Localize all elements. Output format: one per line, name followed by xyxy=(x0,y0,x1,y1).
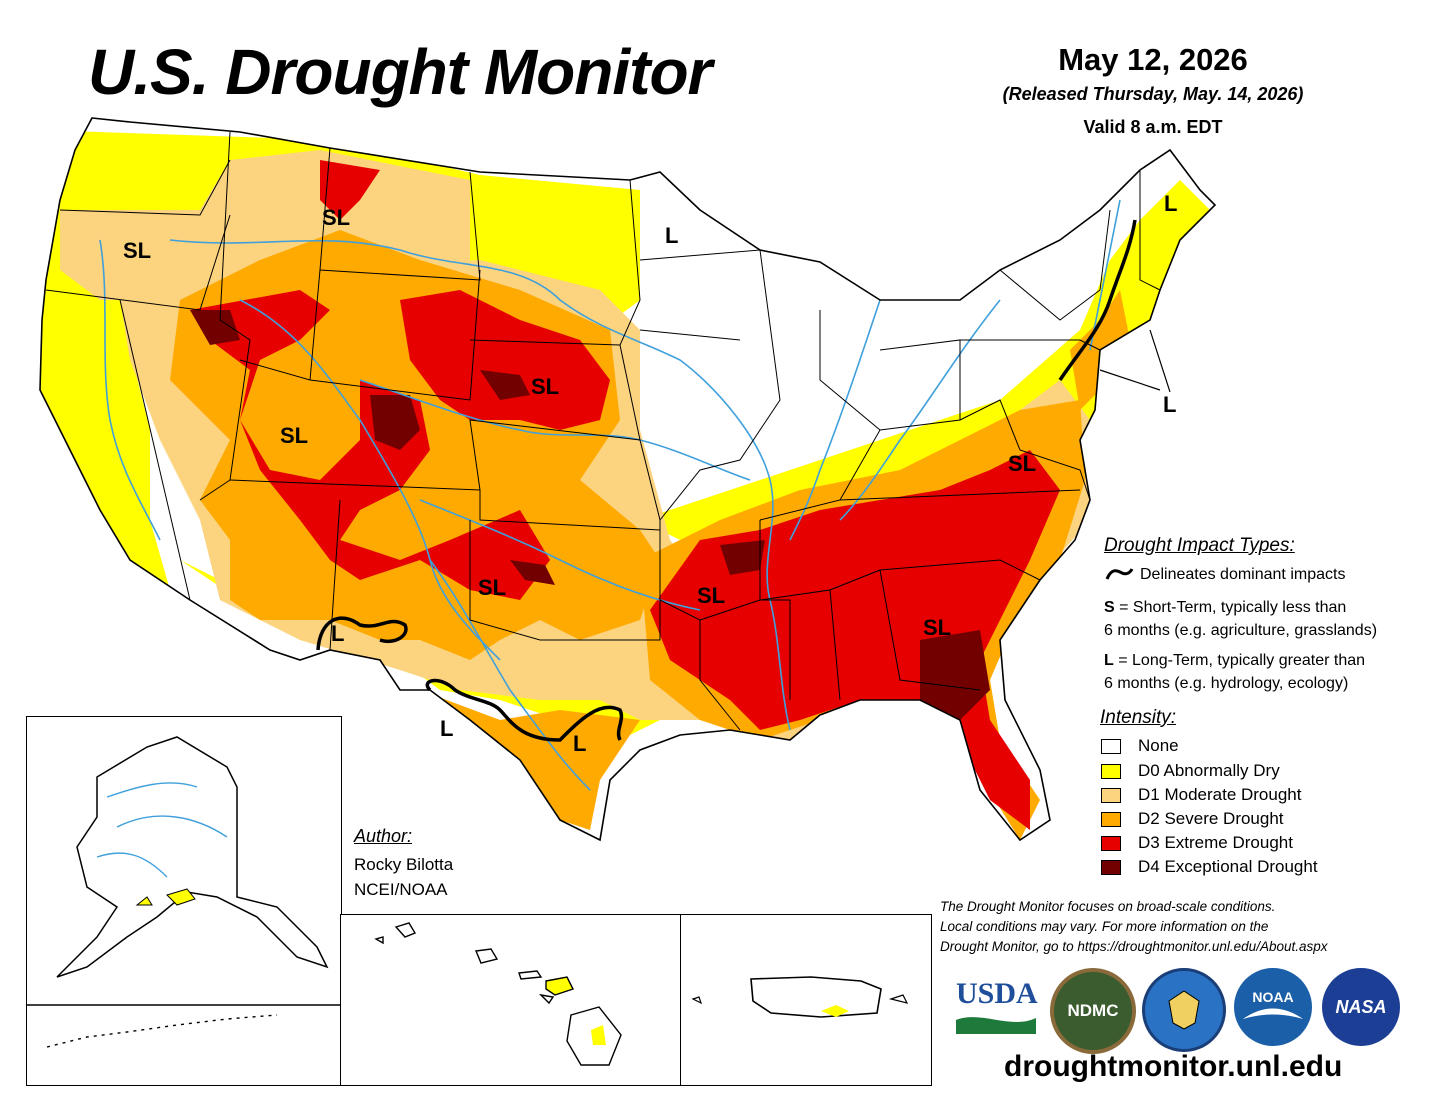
d3-montana xyxy=(320,160,380,220)
usda-wave xyxy=(956,1017,1036,1034)
legend-swatch-d3 xyxy=(1101,835,1121,851)
usda-logo: USDA xyxy=(956,977,1038,1036)
impact-label-oregon: SL xyxy=(123,238,151,263)
release-date: (Released Thursday, May. 14, 2026) xyxy=(1002,84,1304,104)
map-date: May 12, 2026 xyxy=(1058,42,1248,77)
long-term-text: = Long-Term, typically greater than xyxy=(1118,652,1366,669)
commerce-logo xyxy=(1142,968,1226,1052)
legend-d0: D0 Abnormally Dry xyxy=(1101,761,1280,780)
d4-nebraska xyxy=(480,370,530,400)
impact-pointer-lines xyxy=(1099,329,1171,393)
long-term-row: L = Long-Term, typically greater than 6 … xyxy=(1104,649,1434,695)
disclaimer-line-3[interactable]: Drought Monitor, go to https://droughtmo… xyxy=(940,939,1328,954)
legend-d1: D1 Moderate Drought xyxy=(1101,785,1302,804)
impact-line-icon xyxy=(1105,568,1134,580)
short-term-key: S xyxy=(1104,599,1115,616)
legend-d2: D2 Severe Drought xyxy=(1101,809,1284,828)
long-term-key: L xyxy=(1104,652,1114,669)
nasa-logo: NASA xyxy=(1322,968,1400,1046)
legend-swatch-d1 xyxy=(1101,787,1121,803)
legend-swatch-d2 xyxy=(1101,811,1121,827)
legend-label-d0: D0 Abnormally Dry xyxy=(1138,761,1280,780)
author-heading: Author: xyxy=(354,826,413,846)
legend-label-none: None xyxy=(1138,736,1179,755)
impact-line-text: Delineates dominant impacts xyxy=(1140,566,1346,583)
map-title: U.S. Drought Monitor xyxy=(88,36,712,108)
disclaimer-line-2: Local conditions may vary. For more info… xyxy=(940,919,1269,934)
short-term-text-2: 6 months (e.g. agriculture, grasslands) xyxy=(1104,622,1378,639)
impact-labels: SL SL SL SL SL SL SL SL L L L L L L xyxy=(123,191,1177,756)
website-link[interactable]: droughtmonitor.unl.edu xyxy=(1004,1050,1343,1083)
impact-delineation-lines xyxy=(316,219,1137,742)
nasa-logo-text: NASA xyxy=(1335,996,1387,1017)
short-term-text: = Short-Term, typically less than xyxy=(1119,599,1347,616)
impact-label-georgia: SL xyxy=(923,615,951,640)
impact-types-heading: Drought Impact Types: xyxy=(1104,535,1295,556)
impact-label-utah: SL xyxy=(280,423,308,448)
ndmc-logo: NDMC xyxy=(1050,968,1136,1054)
intensity-heading: Intensity: xyxy=(1100,707,1177,728)
valid-time: Valid 8 a.m. EDT xyxy=(1083,117,1223,137)
legend-d3: D3 Extreme Drought xyxy=(1101,833,1293,852)
short-term-row: S = Short-Term, typically less than 6 mo… xyxy=(1104,596,1434,642)
impact-label-virginia: SL xyxy=(1008,451,1036,476)
d3-rockies xyxy=(190,290,550,600)
disclaimer-line-1: The Drought Monitor focuses on broad-sca… xyxy=(940,899,1276,914)
state-borders xyxy=(39,117,1217,842)
ndmc-logo-text: NDMC xyxy=(1067,1001,1119,1020)
alaska-map xyxy=(27,736,340,1048)
puerto-rico-inset xyxy=(680,914,932,1086)
legend-swatch-d0 xyxy=(1101,763,1121,779)
impact-label-nebraska: SL xyxy=(531,374,559,399)
author-org: NCEI/NOAA xyxy=(354,880,448,899)
eagle-shield-icon xyxy=(1168,990,1200,1030)
legend-label-d4: D4 Exceptional Drought xyxy=(1138,857,1318,876)
impact-label-maine: L xyxy=(1164,191,1177,216)
long-term-text-2: 6 months (e.g. hydrology, ecology) xyxy=(1104,675,1349,692)
impact-label-west-texas: L xyxy=(440,716,453,741)
impact-label-arkansas: SL xyxy=(697,583,725,608)
hawaii-inset xyxy=(340,914,682,1086)
d4-arkansas xyxy=(720,540,765,575)
impact-label-minnesota: L xyxy=(665,223,678,248)
d3-plains xyxy=(400,290,610,430)
legend-swatch-none xyxy=(1101,738,1121,754)
impact-label-oklahoma: SL xyxy=(478,575,506,600)
puerto-rico-map xyxy=(691,976,909,1018)
noaa-logo: NOAA xyxy=(1234,968,1312,1046)
impact-line-row: Delineates dominant impacts xyxy=(1104,563,1434,586)
noaa-gull-icon xyxy=(1243,1008,1303,1019)
legend-swatch-d4 xyxy=(1101,859,1121,875)
impact-label-northeast: L xyxy=(1163,392,1176,417)
legend-label-d3: D3 Extreme Drought xyxy=(1138,833,1293,852)
impact-label-montana: SL xyxy=(322,205,350,230)
d4-idaho xyxy=(190,310,240,345)
alaska-inset xyxy=(26,716,342,1086)
author-name: Rocky Bilotta xyxy=(354,855,454,874)
d4-colorado xyxy=(370,395,420,450)
d4-georgia xyxy=(920,630,990,720)
usda-logo-text: USDA xyxy=(956,977,1038,1010)
legend-label-d1: D1 Moderate Drought xyxy=(1138,785,1302,804)
d4-oklahoma xyxy=(510,560,555,585)
legend-label-d2: D2 Severe Drought xyxy=(1138,809,1284,828)
impact-label-south-texas: L xyxy=(573,731,586,756)
hawaii-map xyxy=(374,922,622,1066)
disclaimer: The Drought Monitor focuses on broad-sca… xyxy=(940,897,1420,957)
impact-label-new-mexico: L xyxy=(331,621,344,646)
noaa-logo-text: NOAA xyxy=(1252,989,1294,1005)
legend-none: None xyxy=(1101,736,1179,755)
legend-d4: D4 Exceptional Drought xyxy=(1101,857,1318,876)
